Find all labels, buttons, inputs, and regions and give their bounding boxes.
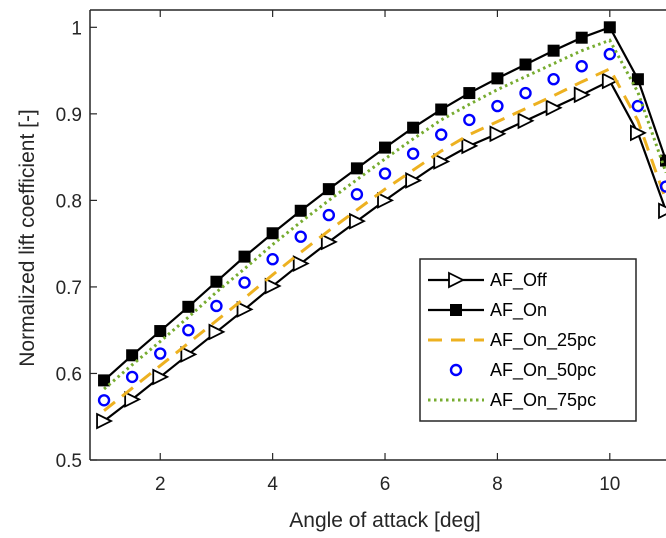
x-axis-label: Angle of attack [deg]: [289, 509, 480, 532]
data-point-af-on: [154, 325, 167, 338]
legend-swatch-marker: [449, 363, 463, 377]
data-point-af-on: [603, 21, 616, 34]
data-point-af-on-50pc: [238, 276, 251, 289]
series-layer: [96, 21, 666, 430]
data-point-af-on: [126, 349, 139, 362]
data-point-af-on: [463, 87, 476, 100]
series-af-on-75pc: [103, 38, 666, 391]
data-point-af-off: [96, 412, 114, 430]
legend-label: AF_On_25pc: [490, 330, 596, 351]
data-point-af-off: [292, 255, 310, 273]
legend-item-af-off: AF_Off: [428, 270, 548, 291]
data-point-af-on-50pc: [154, 347, 167, 360]
data-point-af-off: [601, 72, 619, 90]
legend: AF_Off AF_On AF_On_25pc AF_On_50pc AF_On_75p…: [419, 258, 637, 422]
series-af-on: [98, 21, 666, 387]
data-point-af-on-50pc: [435, 128, 448, 141]
data-point-af-on: [519, 58, 532, 71]
data-point-af-off: [124, 390, 142, 408]
data-point-af-off: [349, 212, 366, 230]
data-point-af-on: [547, 44, 560, 57]
data-point-af-on-50pc: [322, 208, 336, 222]
data-point-af-on-50pc: [350, 188, 364, 201]
data-point-af-on: [182, 300, 195, 313]
data-point-af-off: [489, 125, 507, 143]
data-point-af-off: [264, 277, 282, 295]
data-point-af-on: [575, 31, 588, 44]
y-tick-label: 0.6: [56, 364, 82, 385]
data-point-af-off: [152, 368, 170, 386]
data-point-af-on-50pc: [210, 299, 223, 313]
data-point-af-off: [658, 202, 666, 220]
data-point-af-on-50pc: [125, 370, 139, 384]
data-point-af-off: [405, 172, 423, 189]
data-point-af-off: [630, 124, 647, 142]
data-point-af-on-50pc: [182, 323, 195, 337]
data-point-af-on: [350, 162, 363, 175]
data-point-af-on: [322, 183, 335, 196]
data-point-af-on: [98, 374, 111, 387]
x-tick-label: 2: [155, 474, 166, 495]
legend-swatch-marker: [448, 271, 466, 289]
data-point-af-off: [461, 137, 479, 155]
axes-layer: 2 4 6 8 10 0.5 0.6 0.7 0.8 0.9 1: [56, 9, 666, 495]
data-point-af-on-50pc: [463, 113, 476, 127]
y-tick-label: 0.7: [56, 278, 82, 299]
legend-item-af-on-50pc: AF_On_50pc: [449, 360, 596, 381]
data-point-af-off: [320, 233, 338, 251]
data-point-af-off: [433, 152, 451, 170]
series-af-off: [96, 72, 666, 430]
data-point-af-off: [377, 191, 395, 209]
series-af-on-25pc: [103, 66, 666, 412]
legend-label: AF_On: [490, 300, 547, 321]
data-point-af-on: [435, 103, 448, 116]
legend-label: AF_On_50pc: [490, 360, 596, 381]
data-point-af-on: [294, 204, 307, 217]
data-point-af-on: [407, 121, 420, 134]
x-tick-label: 8: [492, 474, 503, 495]
data-point-af-on: [491, 72, 504, 85]
data-point-af-off: [573, 86, 591, 104]
legend-item-af-on-75pc: AF_On_75pc: [428, 390, 596, 411]
y-tick-label: 0.5: [56, 451, 82, 472]
x-tick-label: 6: [380, 474, 391, 495]
y-tick-label: 0.8: [56, 191, 82, 212]
data-point-af-on-50pc: [575, 60, 588, 73]
data-point-af-off: [236, 300, 254, 318]
data-point-af-on: [210, 275, 223, 288]
legend-label: AF_On_75pc: [490, 390, 596, 411]
data-point-af-on: [238, 250, 251, 263]
data-point-af-off: [180, 345, 198, 363]
data-point-af-on-50pc: [547, 73, 560, 86]
data-point-af-on-50pc: [378, 167, 392, 180]
data-point-af-on-50pc: [97, 394, 111, 407]
x-tick-label: 4: [267, 474, 278, 495]
data-point-af-on-50pc: [519, 86, 532, 100]
y-tick-label: 0.9: [56, 105, 82, 126]
legend-item-af-on-25pc: AF_On_25pc: [428, 330, 596, 351]
data-point-af-on-50pc: [659, 180, 666, 193]
data-point-af-on-50pc: [294, 230, 307, 243]
data-point-af-on-50pc: [491, 99, 504, 113]
data-point-af-on-50pc: [266, 253, 279, 266]
series-line-af-on-25pc: [103, 66, 666, 412]
data-point-af-off: [517, 112, 535, 130]
series-line-af-on-75pc: [103, 38, 666, 391]
data-point-af-on: [631, 73, 644, 86]
y-axis-label: Normalized lift coefficient [-]: [16, 109, 39, 367]
legend-swatch-marker: [450, 304, 462, 316]
data-point-af-on: [379, 141, 392, 154]
data-point-af-on-50pc: [603, 47, 617, 61]
legend-label: AF_Off: [490, 270, 548, 291]
legend-item-af-on: AF_On: [428, 300, 547, 321]
data-point-af-off: [208, 323, 226, 341]
data-point-af-off: [545, 99, 563, 117]
y-tick-label: 1: [71, 18, 82, 39]
x-tick-label: 10: [599, 474, 620, 495]
data-point-af-on: [266, 227, 279, 240]
data-point-af-on-50pc: [406, 147, 420, 160]
